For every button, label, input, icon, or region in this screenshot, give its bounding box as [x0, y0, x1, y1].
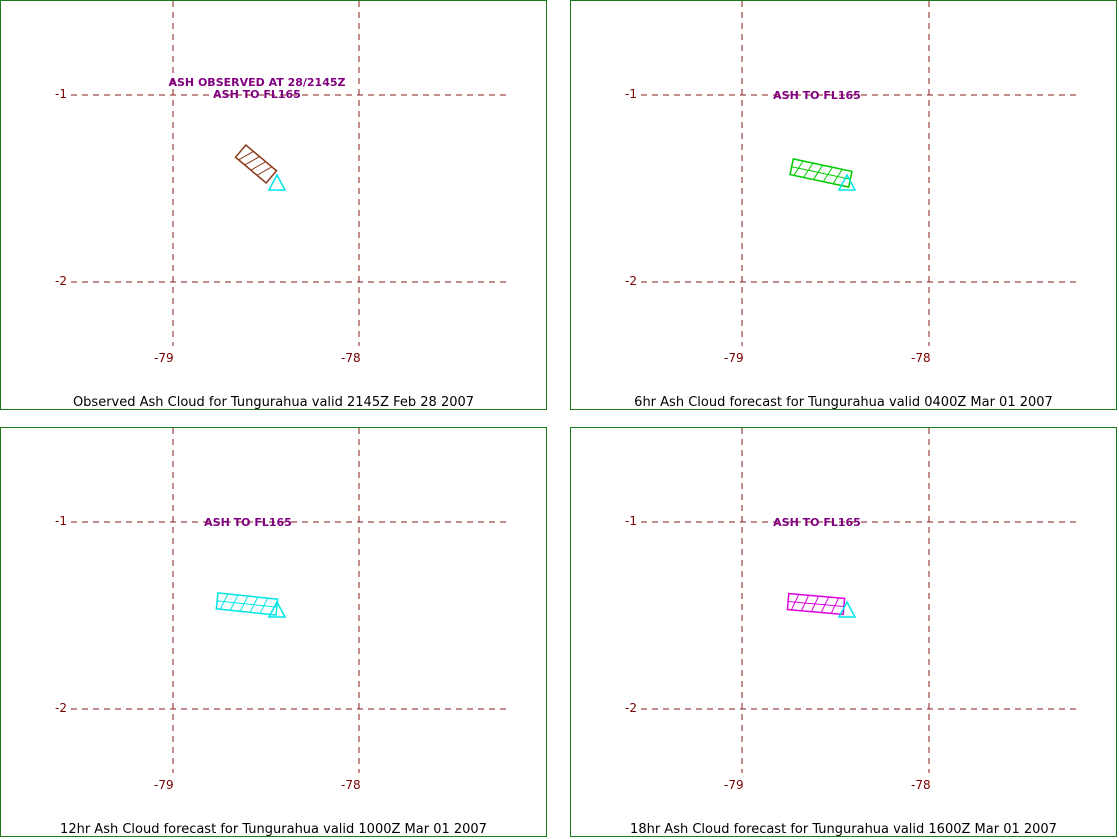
- ash-cloud: [215, 592, 279, 616]
- lon-label-79: -79: [724, 778, 744, 792]
- panel-6hr-forecast: -1 -2 -79 -78 ASH TO FL165 6hr Ash Cloud…: [570, 0, 1117, 410]
- lon-label-78: -78: [341, 351, 361, 365]
- volcano-icon: [837, 600, 857, 618]
- annotation-line: ASH OBSERVED AT 28/2145Z: [168, 76, 346, 89]
- map-grid: [641, 428, 1081, 773]
- volcano-icon: [267, 173, 287, 191]
- lat-label-1: -1: [55, 514, 67, 528]
- lon-label-79: -79: [154, 351, 174, 365]
- lon-label-78: -78: [911, 778, 931, 792]
- ash-annotation: ASH TO FL165: [707, 517, 927, 529]
- map-grid: [71, 428, 511, 773]
- lon-label-79: -79: [724, 351, 744, 365]
- ash-annotation: ASH TO FL165: [707, 90, 927, 102]
- panel-caption: 6hr Ash Cloud forecast for Tungurahua va…: [634, 395, 1053, 410]
- annotation-line: ASH TO FL165: [773, 516, 861, 529]
- lat-label-1: -1: [55, 87, 67, 101]
- panel-caption: 18hr Ash Cloud forecast for Tungurahua v…: [630, 822, 1057, 837]
- panel-caption: Observed Ash Cloud for Tungurahua valid …: [72, 395, 475, 410]
- map-grid: [641, 1, 1081, 346]
- ash-cloud: [234, 143, 278, 185]
- panel-18hr-forecast: -1 -2 -79 -78 ASH TO FL165 18hr Ash Clou…: [570, 427, 1117, 837]
- volcano-icon: [837, 173, 857, 191]
- ash-annotation: ASH OBSERVED AT 28/2145Z ASH TO FL165: [147, 77, 367, 101]
- lon-label-78: -78: [341, 778, 361, 792]
- map-grid: [71, 1, 511, 346]
- lon-label-78: -78: [911, 351, 931, 365]
- lon-label-79: -79: [154, 778, 174, 792]
- ash-cloud: [789, 158, 853, 188]
- ash-annotation: ASH TO FL165: [138, 517, 358, 529]
- lat-label-2: -2: [55, 274, 67, 288]
- ash-cloud: [786, 592, 846, 616]
- lat-label-1: -1: [625, 87, 637, 101]
- annotation-line: ASH TO FL165: [213, 88, 301, 101]
- lat-label-2: -2: [55, 701, 67, 715]
- annotation-line: ASH TO FL165: [204, 516, 292, 529]
- lat-label-2: -2: [625, 701, 637, 715]
- volcano-icon: [267, 600, 287, 618]
- annotation-line: ASH TO FL165: [773, 89, 861, 102]
- lat-label-2: -2: [625, 274, 637, 288]
- panel-observed: -1 -2 -79 -78 ASH OBSERVED AT 28/2145Z A…: [0, 0, 547, 410]
- lat-label-1: -1: [625, 514, 637, 528]
- panel-12hr-forecast: -1 -2 -79 -78 ASH TO FL165 12hr Ash Clou…: [0, 427, 547, 837]
- panel-caption: 12hr Ash Cloud forecast for Tungurahua v…: [60, 822, 487, 837]
